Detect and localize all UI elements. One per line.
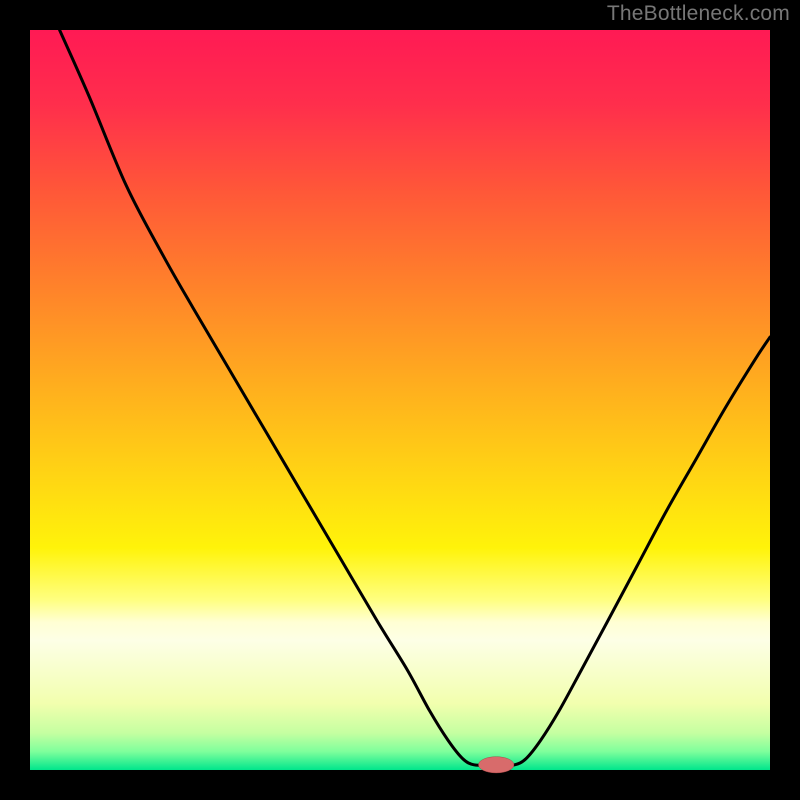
watermark-text: TheBottleneck.com bbox=[607, 2, 790, 26]
chart-container: TheBottleneck.com bbox=[0, 0, 800, 800]
optimum-marker bbox=[478, 757, 514, 773]
bottleneck-chart bbox=[0, 0, 800, 800]
